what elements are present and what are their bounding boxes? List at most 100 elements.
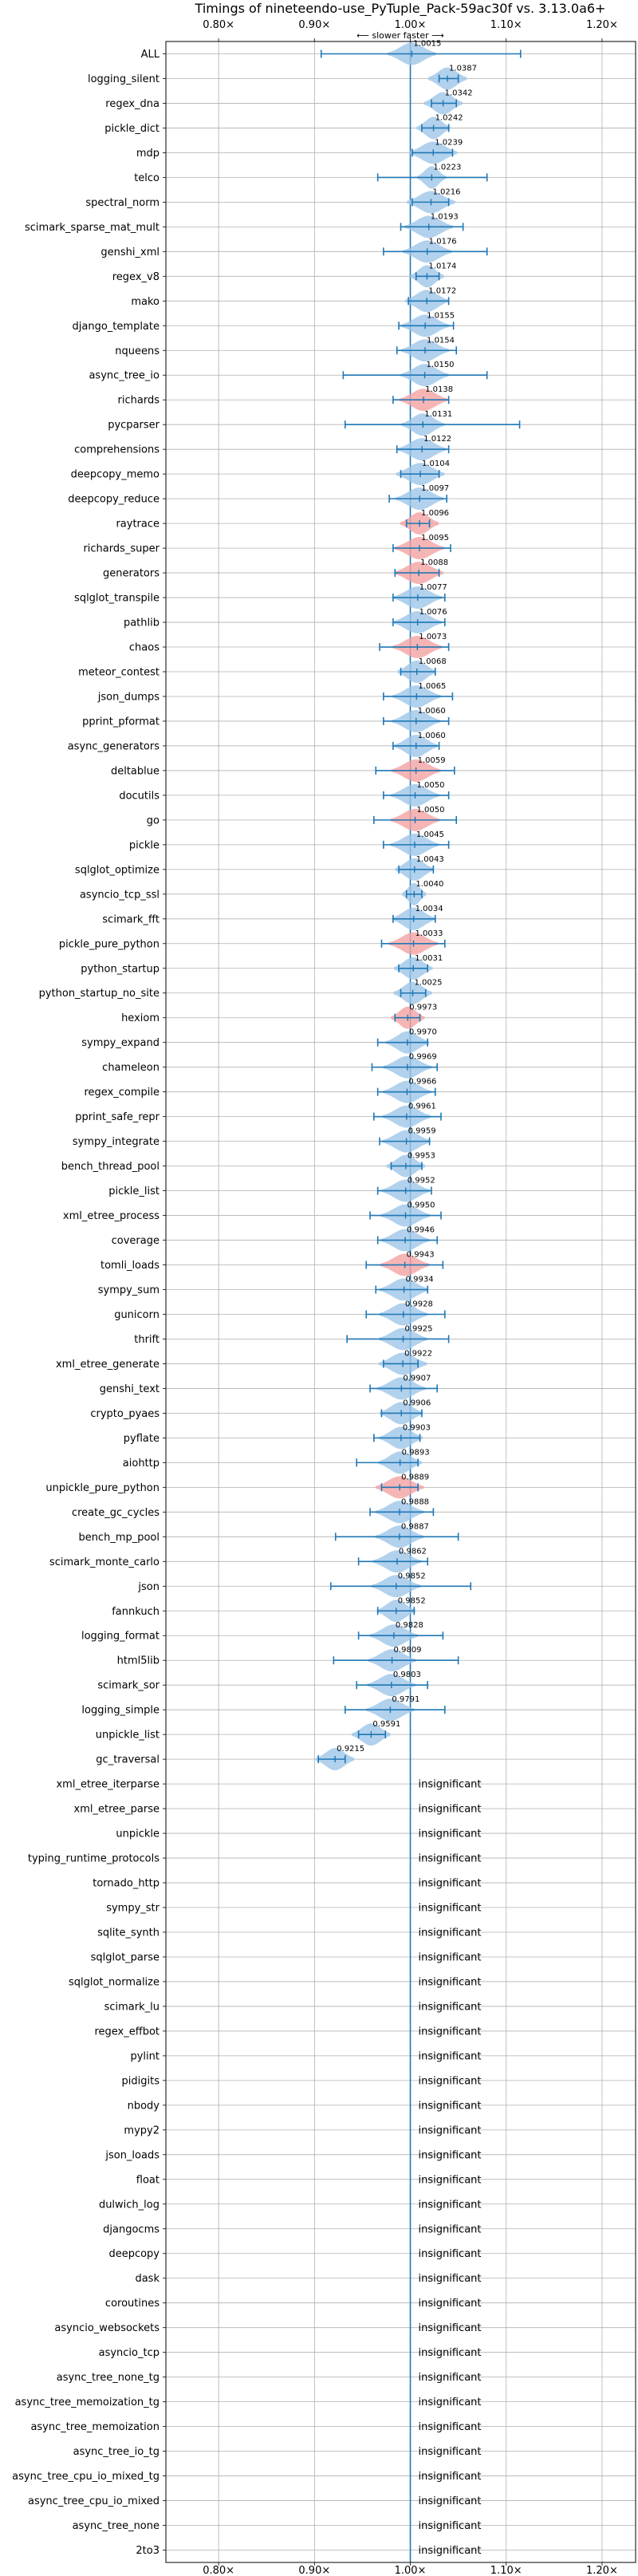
benchmark-label: deltablue [111,765,160,777]
benchmark-label: sqlglot_optimize [75,864,160,876]
insignificant-label: insignificant [419,1976,482,1988]
benchmark-label: regex_v8 [112,271,160,283]
value-label: 1.0239 [435,138,463,147]
benchmark-label: ALL [141,49,160,61]
benchmark-label: mypy2 [124,2124,160,2136]
chart-title: Timings of nineteendo-use_PyTuple_Pack-5… [195,1,606,17]
value-label: 1.0223 [433,163,461,172]
benchmark-label: generators [103,568,160,580]
benchmark-label: comprehensions [74,444,160,456]
insignificant-label: insignificant [419,1927,482,1939]
value-label: 1.0193 [431,212,459,221]
value-label: 0.9591 [372,1720,400,1729]
x-tick-label-top: 1.20× [586,19,618,31]
value-label: 1.0034 [415,905,443,913]
benchmark-label: sqlglot_normalize [69,1976,160,1988]
x-tick-label-bottom: 0.80× [203,2565,234,2576]
benchmark-label: float [136,2174,160,2186]
value-label: 0.9852 [398,1572,426,1580]
value-label: 1.0387 [449,64,477,73]
benchmark-label: aiohttp [123,1458,160,1469]
value-label: 1.0342 [445,89,473,97]
insignificant-label: insignificant [419,2248,482,2260]
insignificant-label: insignificant [419,2322,482,2334]
value-label: 0.9791 [392,1695,419,1704]
benchmark-label: asyncio_websockets [54,2322,160,2334]
value-label: 0.9970 [409,1028,437,1037]
benchmark-label: xml_etree_iterparse [56,1779,160,1791]
benchmark-label: logging_format [81,1631,160,1643]
value-label: 0.9828 [396,1621,423,1630]
value-label: 1.0060 [418,732,446,740]
benchmark-label: scimark_sor [97,1680,160,1692]
benchmark-label: async_tree_cpu_io_mixed [28,2495,160,2507]
benchmark-label: thrift [134,1334,160,1346]
value-label: 0.9959 [408,1127,436,1136]
benchmark-label: xml_etree_generate [56,1359,160,1371]
value-label: 1.0172 [428,286,456,295]
benchmark-label: docutils [119,790,160,802]
value-label: 0.9803 [393,1671,421,1679]
benchmark-label: tomli_loads [100,1260,160,1272]
benchmark-label: unpickle_list [96,1730,160,1742]
benchmark-label: sqlite_synth [97,1927,160,1939]
benchmark-label: pidigits [122,2075,160,2087]
value-label: 1.0104 [422,460,450,468]
value-label: 0.9928 [405,1300,433,1308]
value-label: 1.0015 [413,39,441,48]
benchmark-label: pycparser [108,420,160,432]
insignificant-label: insignificant [419,2174,482,2186]
benchmark-label: genshi_text [100,1383,160,1395]
x-tick-label-top: 0.90× [298,19,330,31]
benchmark-label: create_gc_cycles [72,1507,160,1519]
value-label: 1.0040 [415,880,443,889]
insignificant-label: insignificant [419,2545,482,2557]
insignificant-label: insignificant [419,1804,482,1816]
benchmark-label: logging_silent [88,73,160,85]
benchmark-label: mako [131,296,160,308]
value-label: 1.0025 [415,979,443,988]
value-label: 0.9953 [408,1152,435,1161]
insignificant-label: insignificant [419,2347,482,2359]
value-label: 1.0050 [417,781,445,790]
insignificant-label: insignificant [419,2149,482,2161]
value-label: 0.9952 [408,1177,435,1185]
benchmark-label: scimark_monte_carlo [49,1556,160,1568]
value-label: 1.0096 [421,509,449,518]
benchmark-label: 2to3 [136,2545,160,2557]
value-label: 0.9862 [399,1547,427,1556]
benchmark-label: asyncio_tcp_ssl [80,889,160,901]
benchmark-label: meteor_contest [78,667,160,679]
benchmark-label: telco [134,172,160,184]
benchmark-label: pprint_safe_repr [75,1111,160,1123]
benchmark-label: bench_thread_pool [61,1161,160,1173]
value-label: 1.0122 [423,435,451,444]
insignificant-label: insignificant [419,2001,482,2013]
insignificant-label: insignificant [419,2199,482,2211]
benchmark-label: unpickle [116,1828,160,1840]
insignificant-label: insignificant [419,2298,482,2310]
value-label: 0.9946 [407,1226,435,1235]
insignificant-label: insignificant [419,2223,482,2235]
benchmark-label: richards [118,395,160,407]
benchmark-label: async_tree_io_tg [73,2446,160,2458]
value-label: 1.0050 [417,806,445,815]
value-label: 1.0174 [428,262,456,270]
benchmark-label: fannkuch [112,1606,160,1618]
benchmark-label: typing_runtime_protocols [28,1853,160,1865]
insignificant-label: insignificant [419,2050,482,2062]
value-label: 0.9903 [403,1423,431,1432]
benchmark-label: pathlib [124,617,160,629]
benchmark-label: chameleon [102,1062,160,1074]
insignificant-label: insignificant [419,1828,482,1840]
benchmark-label: django_template [73,321,160,333]
benchmark-label: pyflate [124,1433,160,1445]
insignificant-label: insignificant [419,2273,482,2285]
benchmark-label: go [147,815,160,826]
benchmark-label: dulwich_log [99,2199,160,2211]
value-label: 0.9966 [408,1078,436,1087]
label-layer: 0.80× 0.80× 0.90× 0.90× 1.00× 1.00× 1.10× 1.10×… [12,19,618,2576]
benchmark-label: regex_dna [105,98,160,110]
value-label: 0.9809 [394,1646,422,1655]
